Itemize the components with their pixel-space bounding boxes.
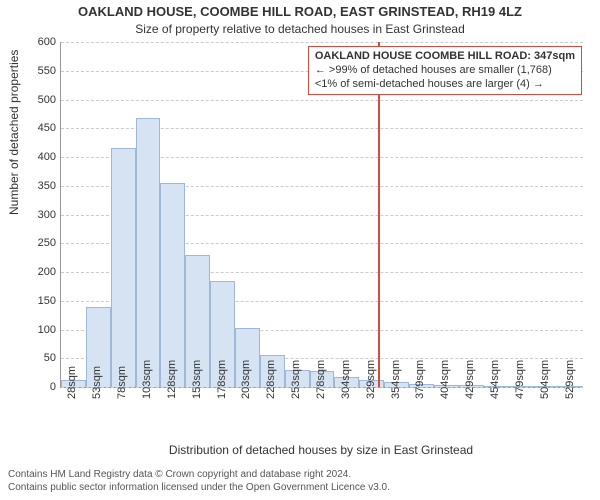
annotation-line-3: <1% of semi-detached houses are larger (… — [315, 78, 575, 92]
y-tick-label: 500 — [28, 94, 56, 106]
chart-container: { "chart": { "type": "histogram", "title… — [0, 0, 600, 500]
y-tick-label: 50 — [28, 352, 56, 364]
chart-subtitle: Size of property relative to detached ho… — [0, 22, 600, 36]
gridline — [61, 100, 583, 101]
y-tick-label: 100 — [28, 324, 56, 336]
y-tick-label: 600 — [28, 36, 56, 48]
footer-text: Contains HM Land Registry data © Crown c… — [8, 469, 390, 494]
annotation-box: OAKLAND HOUSE COOMBE HILL ROAD: 347sqm ←… — [308, 46, 582, 95]
y-tick-label: 150 — [28, 295, 56, 307]
footer-line-1: Contains HM Land Registry data © Crown c… — [8, 469, 390, 482]
y-tick-label: 400 — [28, 151, 56, 163]
y-tick-label: 300 — [28, 209, 56, 221]
chart-title: OAKLAND HOUSE, COOMBE HILL ROAD, EAST GR… — [0, 4, 600, 19]
histogram-bar — [160, 183, 185, 387]
annotation-line-1: OAKLAND HOUSE COOMBE HILL ROAD: 347sqm — [315, 50, 575, 64]
y-tick-label: 250 — [28, 237, 56, 249]
histogram-bar — [136, 118, 161, 387]
y-tick-label: 200 — [28, 266, 56, 278]
x-axis-label: Distribution of detached houses by size … — [60, 443, 582, 457]
footer-line-2: Contains public sector information licen… — [8, 482, 390, 495]
y-tick-label: 450 — [28, 122, 56, 134]
y-tick-label: 550 — [28, 65, 56, 77]
annotation-line-2: ← >99% of detached houses are smaller (1… — [315, 64, 575, 78]
y-tick-label: 350 — [28, 180, 56, 192]
y-tick-label: 0 — [28, 381, 56, 393]
histogram-bar — [111, 148, 136, 387]
gridline — [61, 42, 583, 43]
